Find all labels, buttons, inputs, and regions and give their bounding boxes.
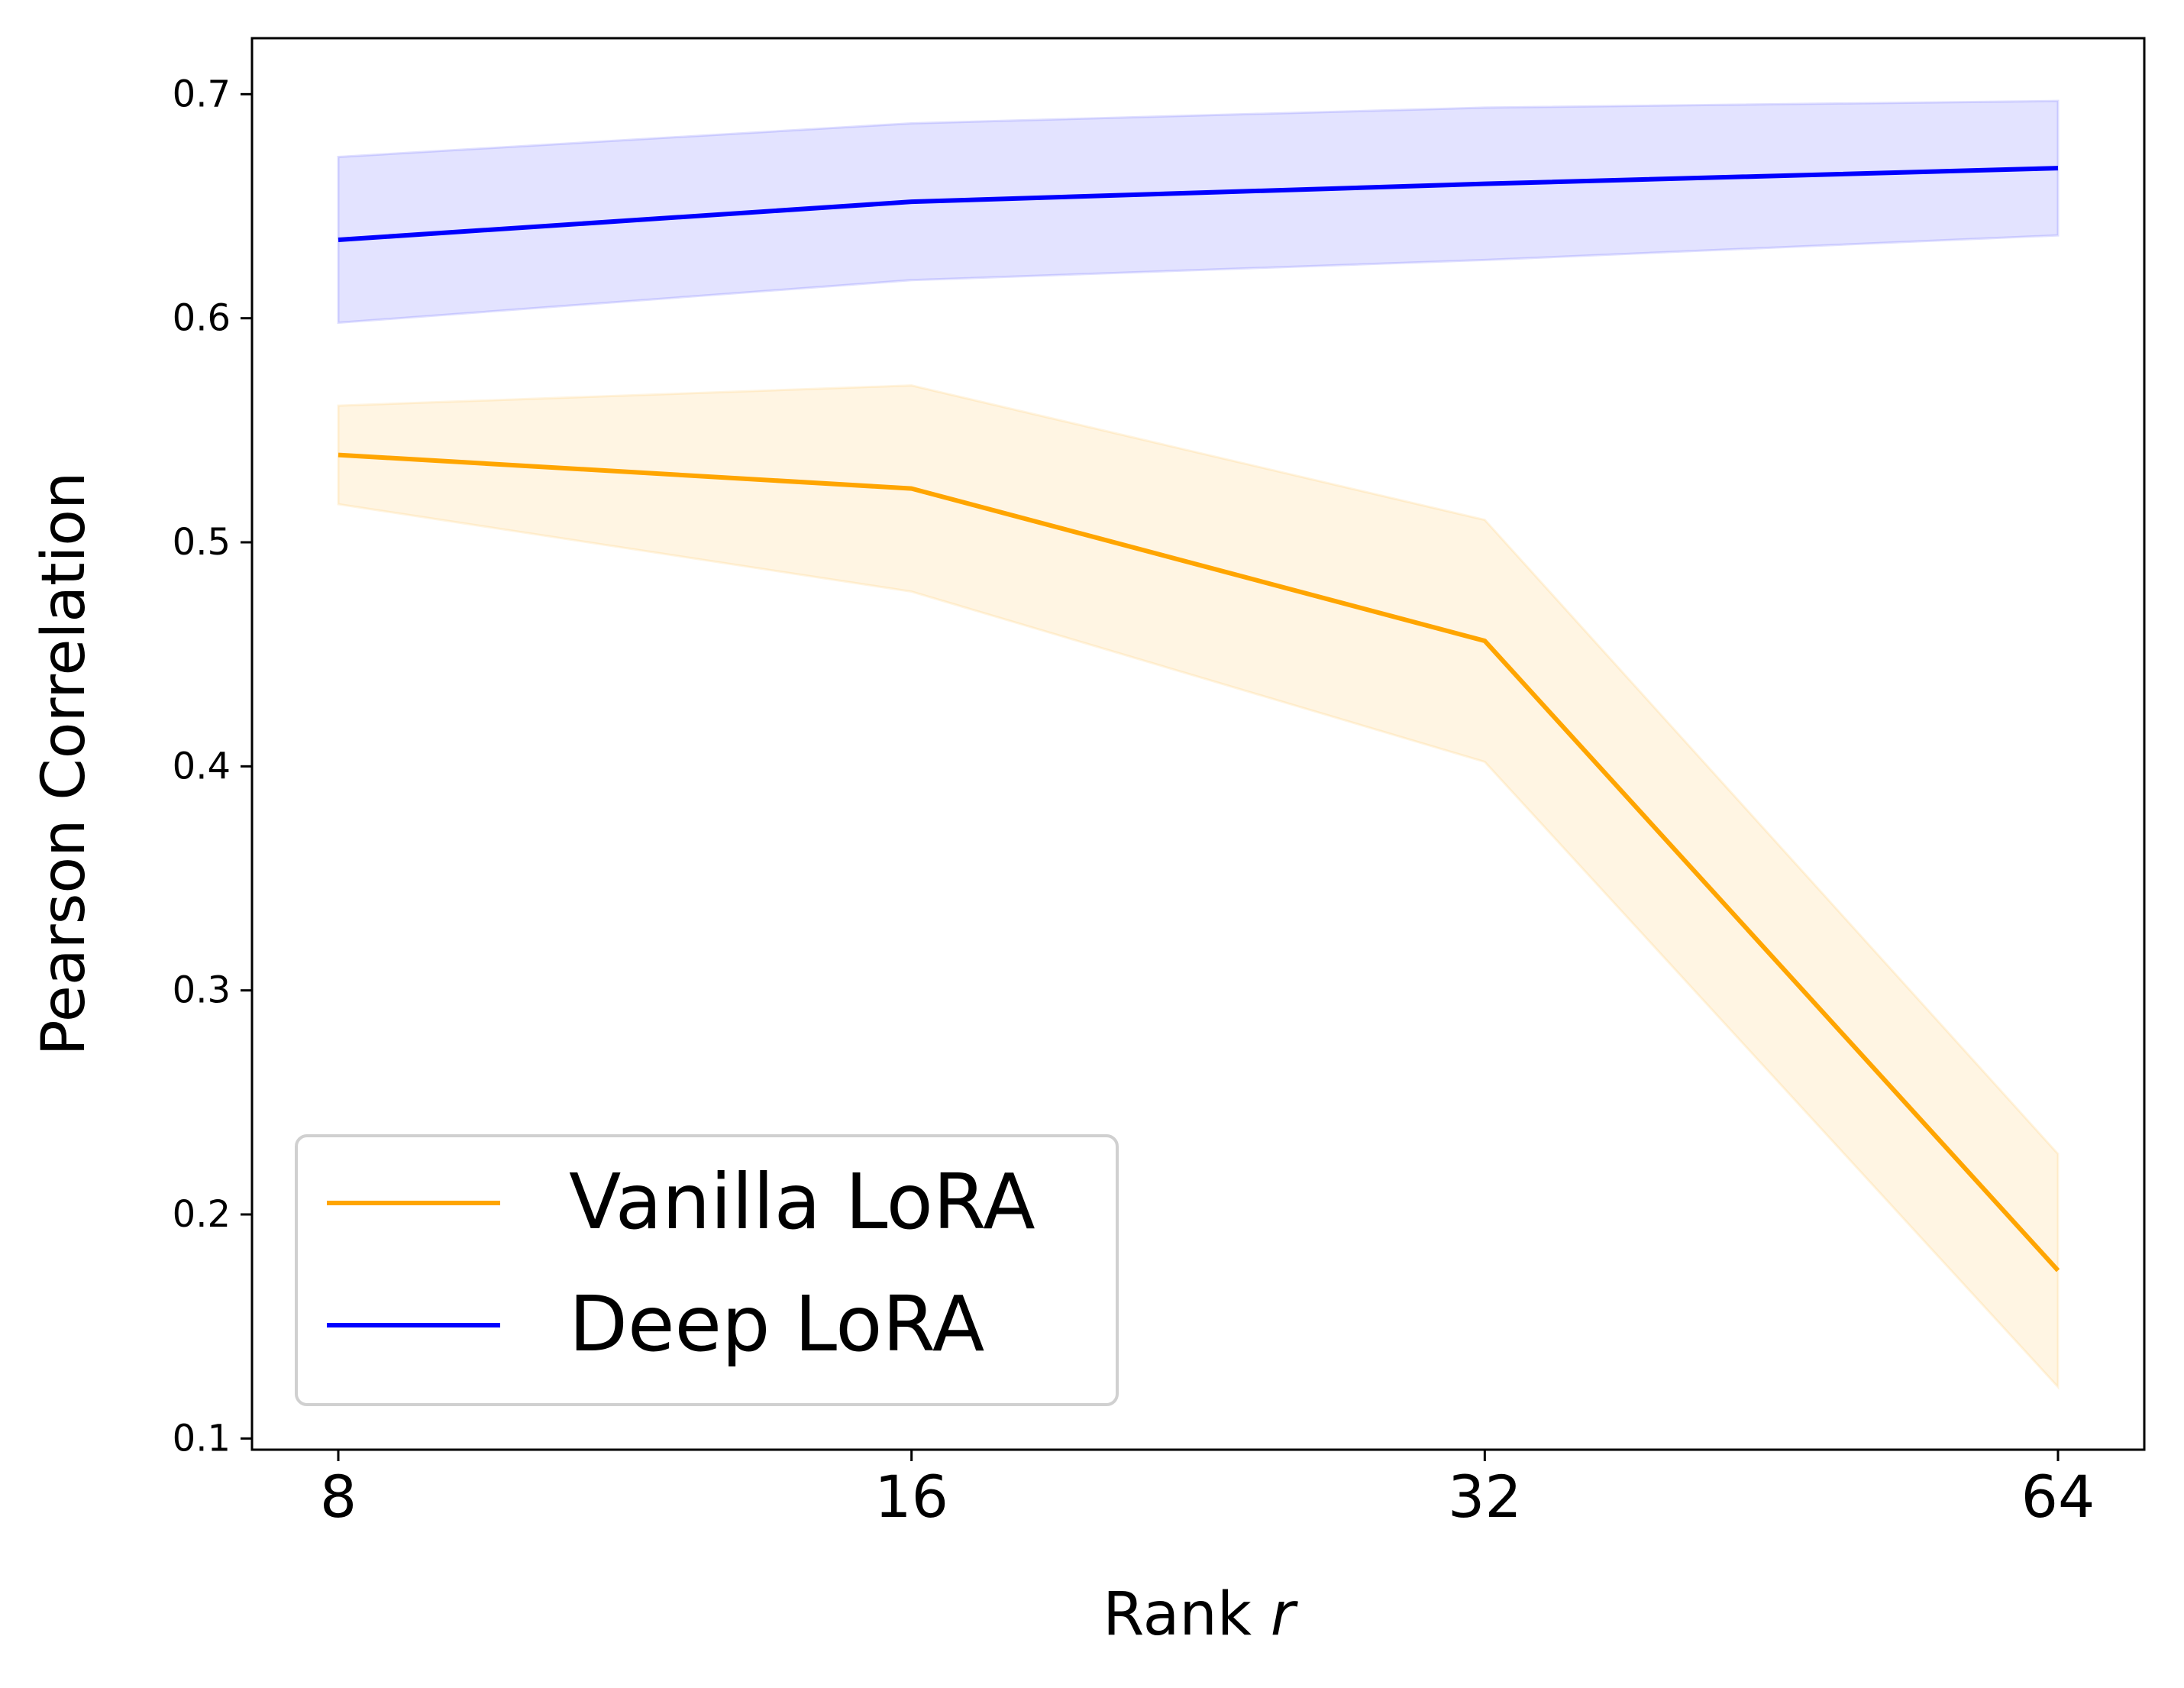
series-lines <box>338 166 2060 1272</box>
x-tick-label: 32 <box>1448 1463 1522 1531</box>
legend: Vanilla LoRA Deep LoRA <box>295 1134 1119 1406</box>
y-tick-label: 0.2 <box>173 1193 231 1236</box>
x-tick-label: 8 <box>320 1463 357 1531</box>
x-axis: 8 16 32 64 <box>320 1450 2095 1531</box>
deep-lora-legend-label: Deep LoRA <box>569 1279 984 1369</box>
x-axis-title: Rank r <box>1103 1580 1299 1649</box>
deep-lora-line <box>338 166 2059 242</box>
y-tick-label: 0.1 <box>173 1417 231 1460</box>
y-tick-label: 0.4 <box>173 745 231 787</box>
vanilla-lora-legend-label: Vanilla LoRA <box>569 1157 1035 1247</box>
vanilla-lora-line <box>338 452 2060 1272</box>
vanilla-lora-band <box>337 384 2060 1390</box>
deep-lora-band <box>337 99 2060 325</box>
y-axis: 0.1 0.2 0.3 0.4 0.5 0.6 0.7 <box>173 73 252 1460</box>
y-tick-label: 0.6 <box>173 297 231 340</box>
y-tick-label: 0.7 <box>173 73 231 115</box>
confidence-bands <box>337 99 2060 1390</box>
x-tick-label: 64 <box>2021 1463 2095 1531</box>
y-tick-label: 0.3 <box>173 969 231 1012</box>
x-axis-title-variable: r <box>1271 1580 1299 1649</box>
y-tick-label: 0.5 <box>173 521 231 564</box>
x-axis-title-main: Rank <box>1103 1580 1271 1649</box>
y-axis-title: Pearson Correlation <box>30 472 99 1056</box>
x-tick-label: 16 <box>874 1463 948 1531</box>
legend-box <box>295 1134 1119 1406</box>
plot-frame <box>250 37 2146 1451</box>
